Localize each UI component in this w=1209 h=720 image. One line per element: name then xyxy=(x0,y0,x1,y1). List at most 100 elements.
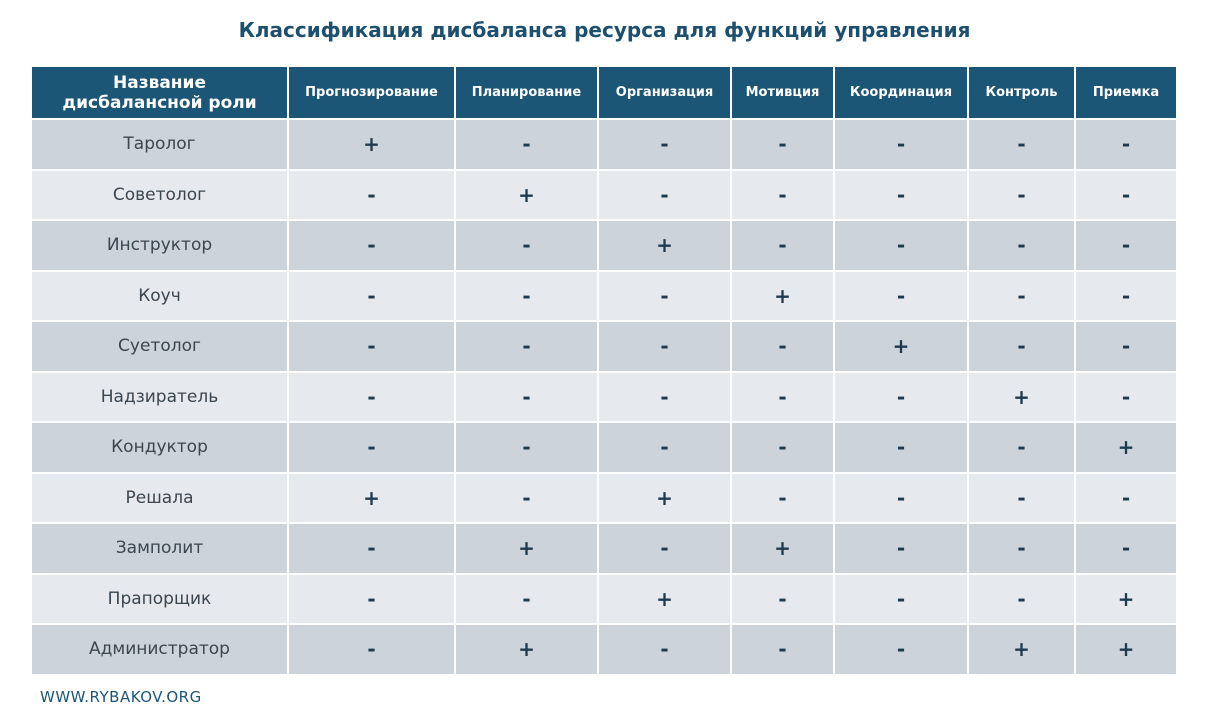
function-mark: + xyxy=(969,625,1074,674)
function-mark: + xyxy=(289,473,454,522)
table-row: Администратор - + - - - + + xyxy=(32,625,1176,674)
function-mark: + xyxy=(969,372,1074,421)
function-mark: - xyxy=(732,574,833,623)
function-mark: - xyxy=(1076,524,1176,573)
function-mark: - xyxy=(599,170,730,219)
function-mark: + xyxy=(456,170,597,219)
column-header: Организация xyxy=(599,67,730,118)
table-row: Таролог + - - - - - - xyxy=(32,120,1176,169)
function-mark: - xyxy=(289,322,454,371)
function-mark: - xyxy=(456,423,597,472)
role-name: Кондуктор xyxy=(32,423,287,472)
function-mark: - xyxy=(599,423,730,472)
function-mark: - xyxy=(599,271,730,320)
function-mark: - xyxy=(732,372,833,421)
footer-site: WWW.RYBAKOV.ORG xyxy=(40,688,202,706)
function-mark: - xyxy=(1076,322,1176,371)
function-mark: - xyxy=(732,221,833,270)
function-mark: - xyxy=(456,372,597,421)
column-header: Контроль xyxy=(969,67,1074,118)
function-mark: - xyxy=(969,423,1074,472)
role-name: Решала xyxy=(32,473,287,522)
function-mark: - xyxy=(456,473,597,522)
function-mark: - xyxy=(732,322,833,371)
function-mark: - xyxy=(456,574,597,623)
table-body: Таролог + - - - - - - Советолог - + - - - - - Инструктор… xyxy=(32,120,1176,674)
function-mark: + xyxy=(599,473,730,522)
column-header: Координация xyxy=(835,67,967,118)
function-mark: - xyxy=(969,322,1074,371)
table-row: Суетолог - - - - + - - xyxy=(32,322,1176,371)
function-mark: - xyxy=(835,524,967,573)
function-mark: - xyxy=(289,524,454,573)
function-mark: + xyxy=(1076,625,1176,674)
function-mark: - xyxy=(732,473,833,522)
column-header: Мотивция xyxy=(732,67,833,118)
function-mark: - xyxy=(599,524,730,573)
function-mark: - xyxy=(732,625,833,674)
role-name: Советолог xyxy=(32,170,287,219)
function-mark: - xyxy=(732,170,833,219)
function-mark: - xyxy=(835,170,967,219)
header-row: Название дисбалансной роли Прогнозировани… xyxy=(32,67,1176,118)
column-header: Планирование xyxy=(456,67,597,118)
function-mark: - xyxy=(289,221,454,270)
function-mark: - xyxy=(969,524,1074,573)
table-row: Советолог - + - - - - - xyxy=(32,170,1176,219)
function-mark: - xyxy=(732,423,833,472)
function-mark: - xyxy=(289,271,454,320)
table: Название дисбалансной роли Прогнозировани… xyxy=(30,65,1178,676)
function-mark: - xyxy=(599,120,730,169)
function-mark: + xyxy=(732,271,833,320)
function-mark: - xyxy=(599,322,730,371)
role-name: Инструктор xyxy=(32,221,287,270)
function-mark: - xyxy=(1076,473,1176,522)
function-mark: - xyxy=(835,574,967,623)
function-mark: + xyxy=(1076,574,1176,623)
function-mark: - xyxy=(599,625,730,674)
table-row: Кондуктор - - - - - - + xyxy=(32,423,1176,472)
function-mark: - xyxy=(289,170,454,219)
role-name: Таролог xyxy=(32,120,287,169)
function-mark: - xyxy=(835,221,967,270)
column-header: Приемка xyxy=(1076,67,1176,118)
function-mark: - xyxy=(599,372,730,421)
function-mark: - xyxy=(732,120,833,169)
role-name: Коуч xyxy=(32,271,287,320)
function-mark: - xyxy=(289,423,454,472)
function-mark: - xyxy=(1076,372,1176,421)
table-row: Надзиратель - - - - - + - xyxy=(32,372,1176,421)
function-mark: - xyxy=(969,120,1074,169)
function-mark: - xyxy=(456,221,597,270)
function-mark: + xyxy=(599,221,730,270)
function-mark: - xyxy=(835,625,967,674)
function-mark: - xyxy=(835,423,967,472)
function-mark: - xyxy=(969,271,1074,320)
function-mark: - xyxy=(835,271,967,320)
function-mark: + xyxy=(732,524,833,573)
role-name: Суетолог xyxy=(32,322,287,371)
function-mark: - xyxy=(969,574,1074,623)
function-mark: - xyxy=(289,574,454,623)
function-mark: - xyxy=(1076,120,1176,169)
role-name: Администратор xyxy=(32,625,287,674)
function-mark: - xyxy=(835,120,967,169)
function-mark: - xyxy=(456,120,597,169)
column-header: Название дисбалансной роли xyxy=(32,67,287,118)
function-mark: - xyxy=(969,473,1074,522)
function-mark: - xyxy=(1076,221,1176,270)
table-row: Замполит - + - + - - - xyxy=(32,524,1176,573)
function-mark: - xyxy=(969,221,1074,270)
function-mark: + xyxy=(1076,423,1176,472)
function-mark: - xyxy=(835,372,967,421)
table-row: Решала + - + - - - - xyxy=(32,473,1176,522)
function-mark: + xyxy=(835,322,967,371)
function-mark: + xyxy=(456,524,597,573)
function-mark: + xyxy=(289,120,454,169)
function-mark: - xyxy=(835,473,967,522)
function-mark: - xyxy=(289,625,454,674)
role-name: Прапорщик xyxy=(32,574,287,623)
table-row: Инструктор - - + - - - - xyxy=(32,221,1176,270)
column-header: Прогнозирование xyxy=(289,67,454,118)
